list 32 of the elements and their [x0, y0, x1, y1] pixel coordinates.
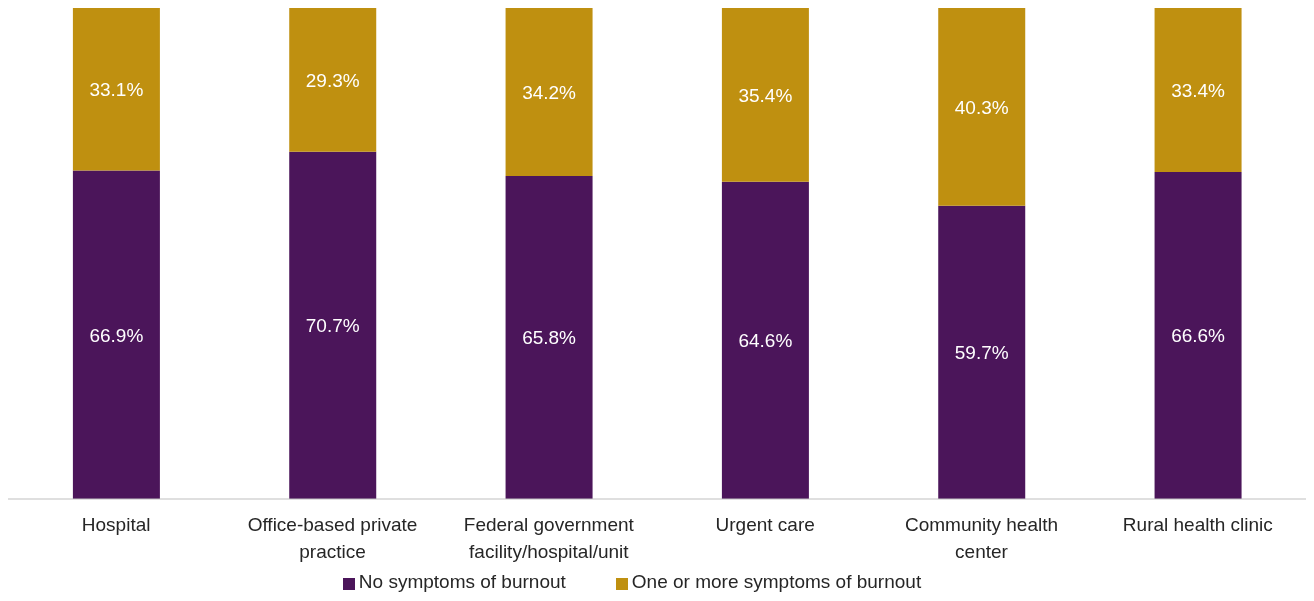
bar — [289, 8, 377, 152]
legend-label: No symptoms of burnout — [358, 571, 566, 592]
x-tick-label: Hospital — [81, 514, 151, 535]
x-tick-label: Federal government facility/hospital/unit — [463, 514, 635, 562]
bar — [721, 181, 809, 499]
x-tick-label: Urgent care — [715, 514, 815, 535]
x-tick-label: Rural health clinic — [1122, 514, 1273, 535]
data-label: 33.1% — [89, 79, 144, 101]
x-tick-label: Office-based private practice — [247, 514, 418, 562]
bar — [1154, 8, 1242, 172]
bar — [505, 175, 593, 499]
bar — [72, 170, 160, 499]
data-label: 66.9% — [89, 324, 144, 346]
data-label: 65.8% — [522, 327, 577, 349]
data-label: 66.6% — [1171, 325, 1226, 347]
data-label: 35.4% — [738, 84, 793, 106]
data-label: 59.7% — [954, 342, 1009, 364]
legend-label: One or more symptoms of burnout — [631, 571, 922, 592]
data-label: 29.3% — [305, 69, 360, 91]
data-label: 64.6% — [738, 330, 793, 352]
data-label: 34.2% — [522, 81, 577, 103]
bar — [938, 8, 1026, 206]
bar — [721, 8, 809, 182]
bar — [505, 8, 593, 176]
data-label: 40.3% — [954, 96, 1009, 118]
bar — [289, 151, 377, 499]
bar — [72, 8, 160, 171]
bar — [938, 205, 1026, 499]
data-label: 33.4% — [1171, 80, 1226, 101]
bar — [1154, 171, 1242, 499]
x-tick-label: Community health center — [904, 514, 1059, 562]
data-label: 70.7% — [305, 315, 360, 337]
